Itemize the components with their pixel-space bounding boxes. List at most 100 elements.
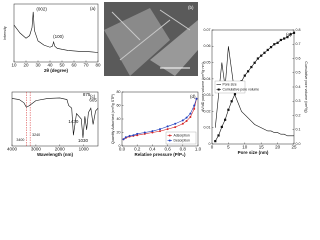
x-axis-label: Relative pressure (P/P₀) bbox=[134, 152, 186, 157]
marker bbox=[286, 36, 289, 39]
x-tick-label: 80 bbox=[95, 63, 101, 68]
marker bbox=[260, 54, 263, 57]
x-tick-label: 0.0 bbox=[119, 147, 126, 152]
marker bbox=[246, 70, 250, 73]
marker bbox=[189, 112, 192, 115]
marker bbox=[193, 104, 196, 107]
x-tick-label: 60 bbox=[71, 63, 77, 68]
marker bbox=[292, 31, 296, 34]
x-tick-label: 0.8 bbox=[180, 147, 187, 152]
marker bbox=[166, 128, 169, 131]
y-tick-label: 0.06 bbox=[204, 44, 211, 48]
page: {"chart_data": [ {"type": "line", "panel… bbox=[2, 2, 309, 158]
x-tick-label: 1.0 bbox=[195, 147, 202, 152]
x-axis-label: Wavelength (nm) bbox=[37, 152, 74, 157]
legend-marker bbox=[217, 88, 220, 91]
marker bbox=[122, 138, 125, 141]
annotation: (100) bbox=[53, 34, 64, 39]
sem-edge bbox=[111, 9, 191, 61]
legend-label: Desorption bbox=[174, 138, 191, 142]
y-axis-label: dV/dD pore volume (cm³/g·nm) bbox=[201, 62, 205, 111]
panel-label: (a) bbox=[90, 6, 96, 11]
reference-label: 3240 bbox=[32, 133, 40, 137]
marker bbox=[233, 93, 237, 96]
y2-tick-label: 0.5 bbox=[296, 71, 301, 75]
panel-label: (c) bbox=[90, 94, 96, 99]
marker bbox=[181, 119, 184, 122]
x-tick-label: 70 bbox=[83, 63, 89, 68]
x-tick-label: 10 bbox=[11, 63, 17, 68]
annotation: 605 bbox=[89, 97, 97, 102]
reference-label: 3400 bbox=[16, 138, 24, 142]
x-axis-label: Pore size (nm) bbox=[238, 150, 269, 155]
y2-tick-label: 0.1 bbox=[296, 128, 301, 132]
y-axis-label: Intensity bbox=[3, 26, 7, 40]
series-line bbox=[13, 11, 99, 53]
x-tick-label: 5 bbox=[227, 145, 230, 150]
y-tick-label: 20 bbox=[117, 130, 121, 134]
legend-label: Cumulative pore volume bbox=[223, 87, 260, 91]
legend-marker bbox=[168, 139, 171, 142]
y-tick-label: 60 bbox=[117, 103, 121, 107]
marker bbox=[289, 33, 292, 36]
y-axis-label: Quantity Adsorbed (cm³/g STP) bbox=[111, 94, 115, 144]
marker bbox=[151, 130, 154, 133]
y2-tick-label: 0.4 bbox=[296, 85, 301, 89]
marker bbox=[283, 37, 286, 40]
y-tick-label: 40 bbox=[117, 117, 121, 121]
marker bbox=[195, 97, 198, 100]
legend-label: Adsorption bbox=[174, 133, 190, 137]
marker bbox=[143, 131, 146, 134]
marker bbox=[189, 115, 192, 118]
x-axis-label: 2θ (degree) bbox=[44, 68, 68, 73]
x-tick-label: 3000 bbox=[31, 147, 42, 152]
x-tick-label: 0.2 bbox=[134, 147, 141, 152]
x-tick-label: 20 bbox=[23, 63, 29, 68]
marker bbox=[124, 136, 127, 139]
y-tick-label: 80 bbox=[117, 90, 121, 94]
marker bbox=[256, 57, 260, 60]
y2-tick-label: 0.8 bbox=[296, 28, 301, 32]
legend-marker bbox=[168, 134, 171, 137]
marker bbox=[269, 46, 273, 49]
y-tick-label: 0.05 bbox=[204, 61, 211, 65]
y2-tick-label: 0.6 bbox=[296, 56, 301, 60]
x-tick-label: 40 bbox=[47, 63, 53, 68]
marker bbox=[185, 120, 188, 123]
marker bbox=[250, 65, 253, 69]
marker bbox=[220, 125, 223, 128]
y2-tick-label: 0.0 bbox=[296, 142, 301, 146]
marker bbox=[214, 140, 217, 143]
y-tick-label: 0.03 bbox=[204, 93, 211, 97]
x-tick-label: 10 bbox=[242, 145, 248, 150]
x-tick-label: 25 bbox=[291, 145, 297, 150]
marker bbox=[276, 41, 279, 44]
marker bbox=[136, 132, 139, 135]
series-line bbox=[214, 46, 294, 137]
y-tick-label: 0.04 bbox=[204, 77, 211, 81]
annotation: 1030 bbox=[78, 138, 89, 143]
y-tick-label: 0.07 bbox=[204, 28, 211, 32]
annotation: (002) bbox=[36, 6, 47, 11]
annotation: 875 bbox=[83, 92, 91, 97]
x-tick-label: 2000 bbox=[55, 147, 66, 152]
x-tick-label: 1000 bbox=[79, 147, 90, 152]
marker bbox=[273, 43, 276, 46]
marker bbox=[174, 126, 177, 129]
series-line bbox=[11, 97, 99, 138]
x-tick-label: 4000 bbox=[7, 147, 18, 152]
y2-tick-label: 0.7 bbox=[296, 42, 301, 46]
marker bbox=[128, 134, 131, 137]
panel-label: (b) bbox=[188, 5, 194, 10]
x-tick-label: 30 bbox=[35, 63, 41, 68]
legend-box bbox=[214, 80, 246, 94]
x-tick-label: 0.6 bbox=[164, 147, 171, 152]
marker bbox=[227, 108, 230, 111]
marker bbox=[193, 107, 196, 110]
marker bbox=[224, 118, 227, 121]
plot-frame bbox=[11, 91, 99, 147]
y-tick-label: 0.02 bbox=[204, 109, 211, 113]
y-tick-label: 0 bbox=[119, 144, 121, 148]
marker bbox=[279, 38, 282, 42]
